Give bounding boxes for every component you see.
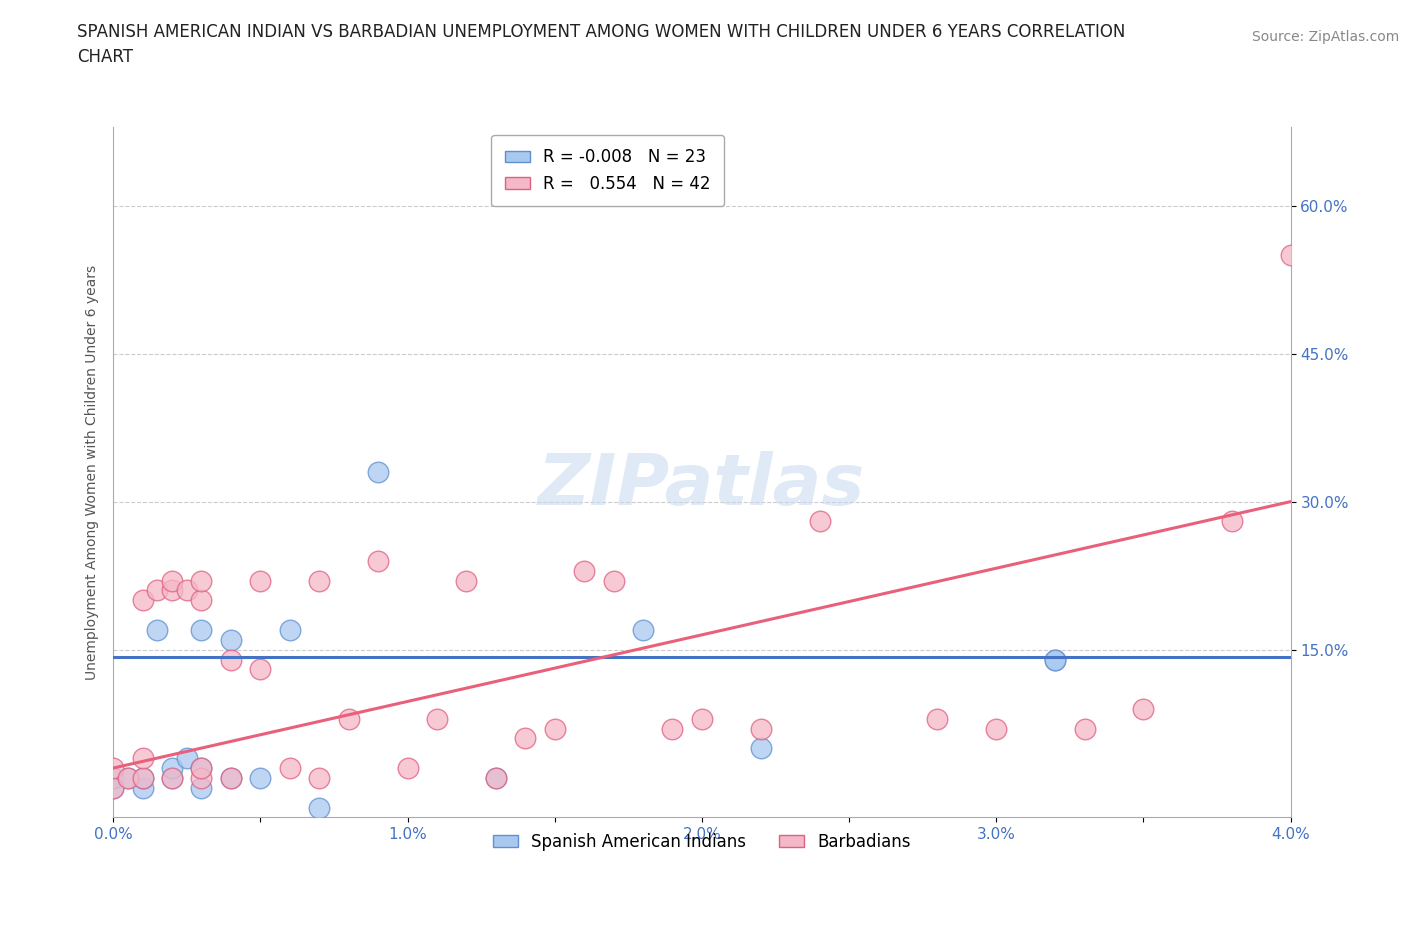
Point — [117, 770, 139, 785]
Point — [544, 721, 567, 736]
Point — [160, 761, 183, 776]
Legend: Spanish American Indians, Barbadians: Spanish American Indians, Barbadians — [486, 826, 918, 857]
Point — [367, 465, 389, 480]
Point — [308, 770, 330, 785]
Point — [337, 711, 360, 726]
Text: SPANISH AMERICAN INDIAN VS BARBADIAN UNEMPLOYMENT AMONG WOMEN WITH CHILDREN UNDE: SPANISH AMERICAN INDIAN VS BARBADIAN UNE… — [77, 23, 1126, 66]
Point — [103, 770, 125, 785]
Point — [176, 751, 198, 765]
Point — [749, 721, 772, 736]
Point — [190, 622, 212, 637]
Point — [219, 652, 242, 667]
Point — [219, 770, 242, 785]
Point — [308, 573, 330, 588]
Point — [661, 721, 683, 736]
Point — [103, 761, 125, 776]
Point — [219, 770, 242, 785]
Point — [131, 592, 153, 607]
Point — [690, 711, 713, 726]
Point — [927, 711, 949, 726]
Point — [308, 800, 330, 815]
Y-axis label: Unemployment Among Women with Children Under 6 years: Unemployment Among Women with Children U… — [86, 264, 100, 680]
Point — [396, 761, 419, 776]
Point — [249, 662, 271, 677]
Point — [515, 731, 537, 746]
Point — [190, 761, 212, 776]
Point — [808, 514, 831, 529]
Point — [160, 770, 183, 785]
Point — [117, 770, 139, 785]
Point — [1043, 652, 1066, 667]
Point — [103, 780, 125, 795]
Point — [249, 770, 271, 785]
Point — [1043, 652, 1066, 667]
Point — [190, 780, 212, 795]
Point — [160, 573, 183, 588]
Point — [1220, 514, 1243, 529]
Point — [146, 622, 169, 637]
Point — [631, 622, 654, 637]
Point — [190, 770, 212, 785]
Point — [1279, 247, 1302, 262]
Text: ZIPatlas: ZIPatlas — [538, 451, 866, 520]
Point — [1073, 721, 1095, 736]
Point — [249, 573, 271, 588]
Point — [485, 770, 508, 785]
Point — [131, 780, 153, 795]
Point — [131, 770, 153, 785]
Point — [131, 770, 153, 785]
Point — [146, 583, 169, 598]
Point — [278, 622, 301, 637]
Point — [190, 761, 212, 776]
Point — [190, 573, 212, 588]
Point — [572, 564, 595, 578]
Point — [485, 770, 508, 785]
Point — [219, 632, 242, 647]
Point — [426, 711, 449, 726]
Point — [160, 770, 183, 785]
Point — [176, 583, 198, 598]
Point — [367, 553, 389, 568]
Point — [103, 780, 125, 795]
Point — [1132, 701, 1154, 716]
Point — [131, 751, 153, 765]
Point — [749, 741, 772, 756]
Text: Source: ZipAtlas.com: Source: ZipAtlas.com — [1251, 30, 1399, 44]
Point — [190, 592, 212, 607]
Point — [160, 583, 183, 598]
Point — [278, 761, 301, 776]
Point — [602, 573, 624, 588]
Point — [986, 721, 1008, 736]
Point — [456, 573, 478, 588]
